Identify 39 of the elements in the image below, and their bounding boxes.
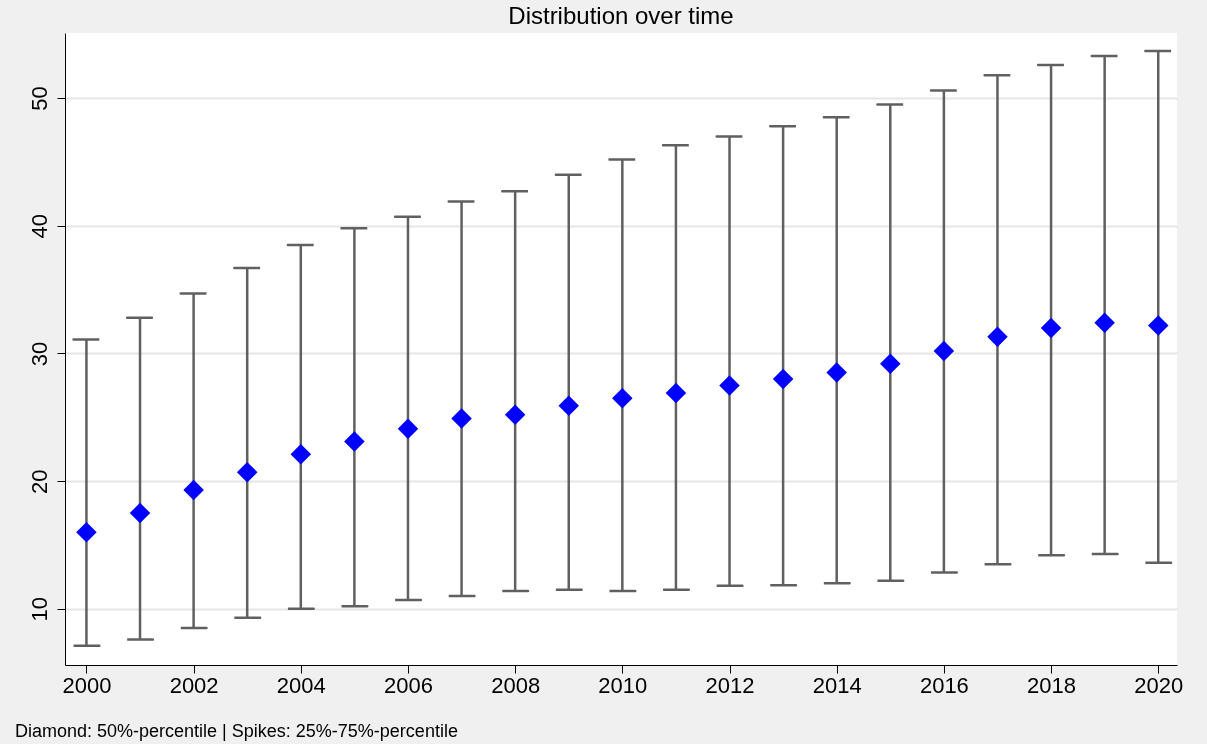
x-tick-label: 2000 (62, 672, 112, 698)
chart-title: Distribution over time (508, 2, 734, 29)
point (1148, 315, 1169, 336)
y-tick-label: 10 (26, 597, 52, 622)
y-tick-label: 40 (26, 214, 52, 239)
x-tick-label: 2016 (919, 672, 969, 698)
point (397, 418, 419, 440)
point (290, 444, 312, 465)
x-tick-label: 2014 (812, 672, 862, 698)
point (451, 408, 472, 429)
point (772, 368, 794, 390)
point (719, 375, 740, 396)
text: Diamond: 50%-percentile | Spikes: 25%-75%-percentile (15, 721, 458, 741)
point (987, 326, 1008, 348)
y-tick-label: 20 (26, 469, 52, 494)
y-tick-label: 50 (26, 86, 52, 111)
point (236, 461, 258, 483)
point (504, 404, 526, 425)
x-tick-label: 2010 (598, 672, 648, 698)
x-tick-label: 2002 (169, 672, 219, 698)
point (1094, 312, 1115, 334)
x-tick-label: 2004 (276, 672, 326, 698)
point (1040, 317, 1062, 339)
point (558, 395, 579, 417)
point (826, 362, 847, 383)
x-tick-label: 2020 (1134, 672, 1184, 698)
point (612, 387, 633, 409)
x-tick-label: 2018 (1027, 672, 1077, 698)
point (183, 479, 204, 501)
point (665, 382, 687, 404)
y-tick-label: 30 (26, 341, 52, 367)
point (880, 353, 901, 374)
point (129, 502, 151, 524)
x-tick-label: 2008 (491, 672, 541, 698)
x-tick-label: 2006 (384, 672, 433, 698)
point (344, 431, 365, 452)
point (76, 521, 97, 543)
point (933, 340, 955, 362)
x-tick-label: 2012 (705, 672, 755, 698)
